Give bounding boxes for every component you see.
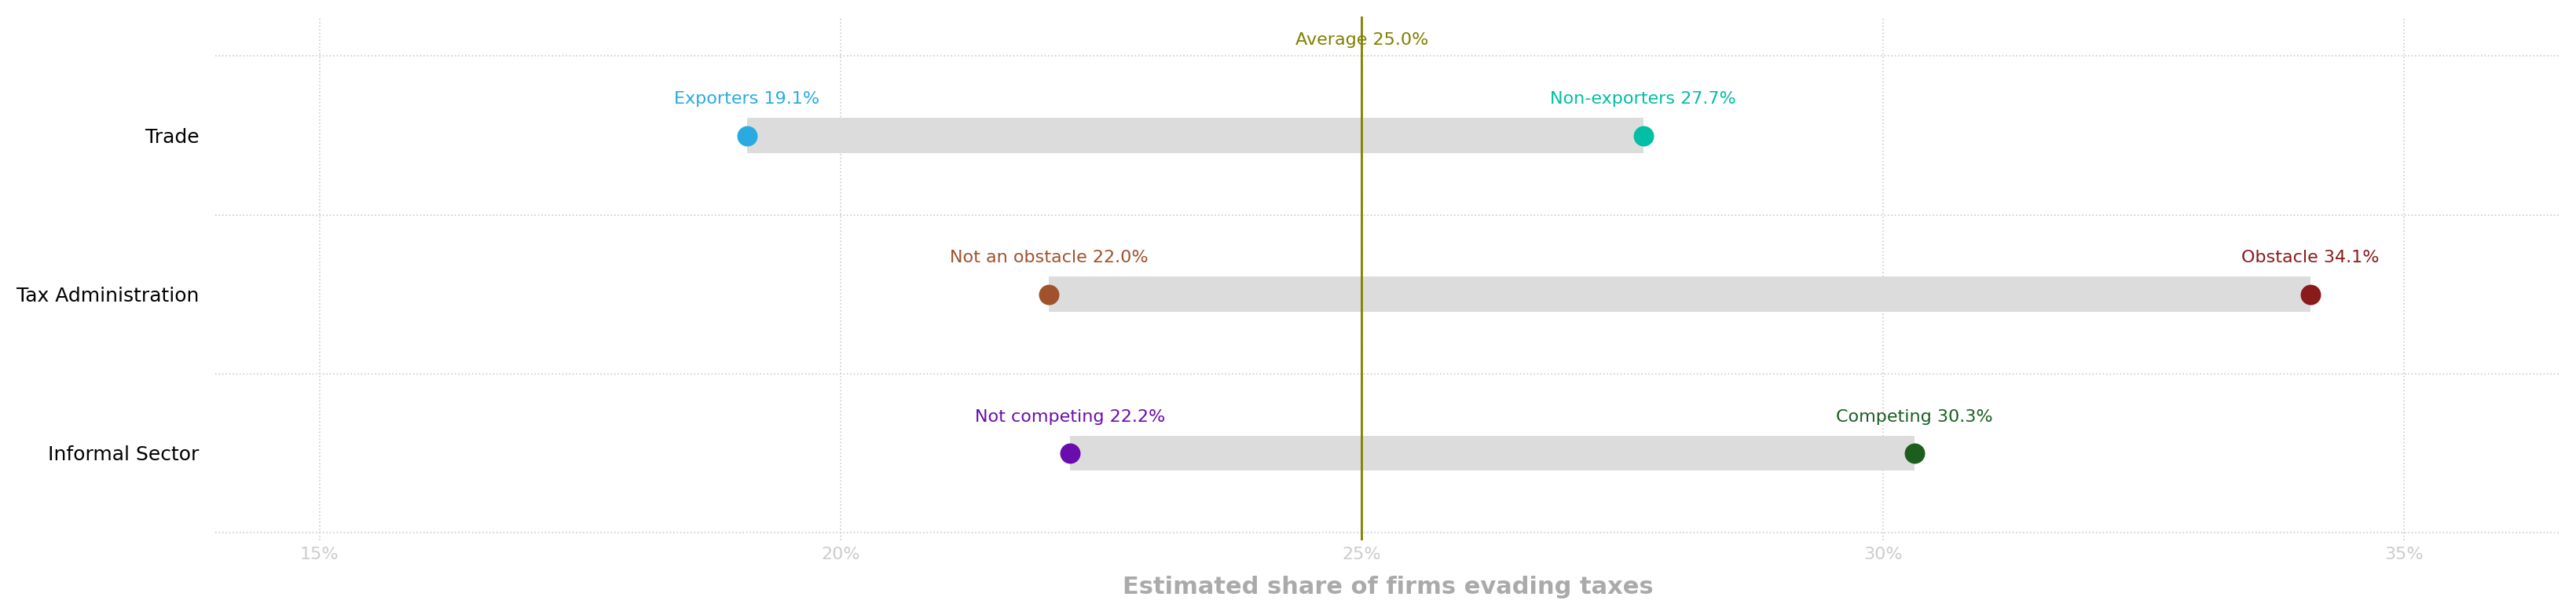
Bar bbox=[1048, 277, 2311, 312]
Bar bbox=[747, 118, 1643, 153]
Text: Not competing 22.2%: Not competing 22.2% bbox=[974, 409, 1164, 424]
Point bbox=[1028, 290, 1069, 300]
Point bbox=[1623, 130, 1664, 140]
Text: Exporters 19.1%: Exporters 19.1% bbox=[675, 91, 819, 107]
Point bbox=[726, 130, 768, 140]
Bar bbox=[1069, 435, 1914, 470]
Point bbox=[1048, 448, 1090, 458]
Point bbox=[1893, 448, 1935, 458]
Text: Average 25.0%: Average 25.0% bbox=[1296, 33, 1427, 48]
Text: Obstacle 34.1%: Obstacle 34.1% bbox=[2241, 250, 2378, 266]
Point bbox=[2290, 290, 2331, 300]
X-axis label: Estimated share of firms evading taxes: Estimated share of firms evading taxes bbox=[1123, 576, 1654, 598]
Text: Not an obstacle 22.0%: Not an obstacle 22.0% bbox=[951, 250, 1149, 266]
Text: Competing 30.3%: Competing 30.3% bbox=[1834, 409, 1991, 424]
Text: Non-exporters 27.7%: Non-exporters 27.7% bbox=[1551, 91, 1736, 107]
